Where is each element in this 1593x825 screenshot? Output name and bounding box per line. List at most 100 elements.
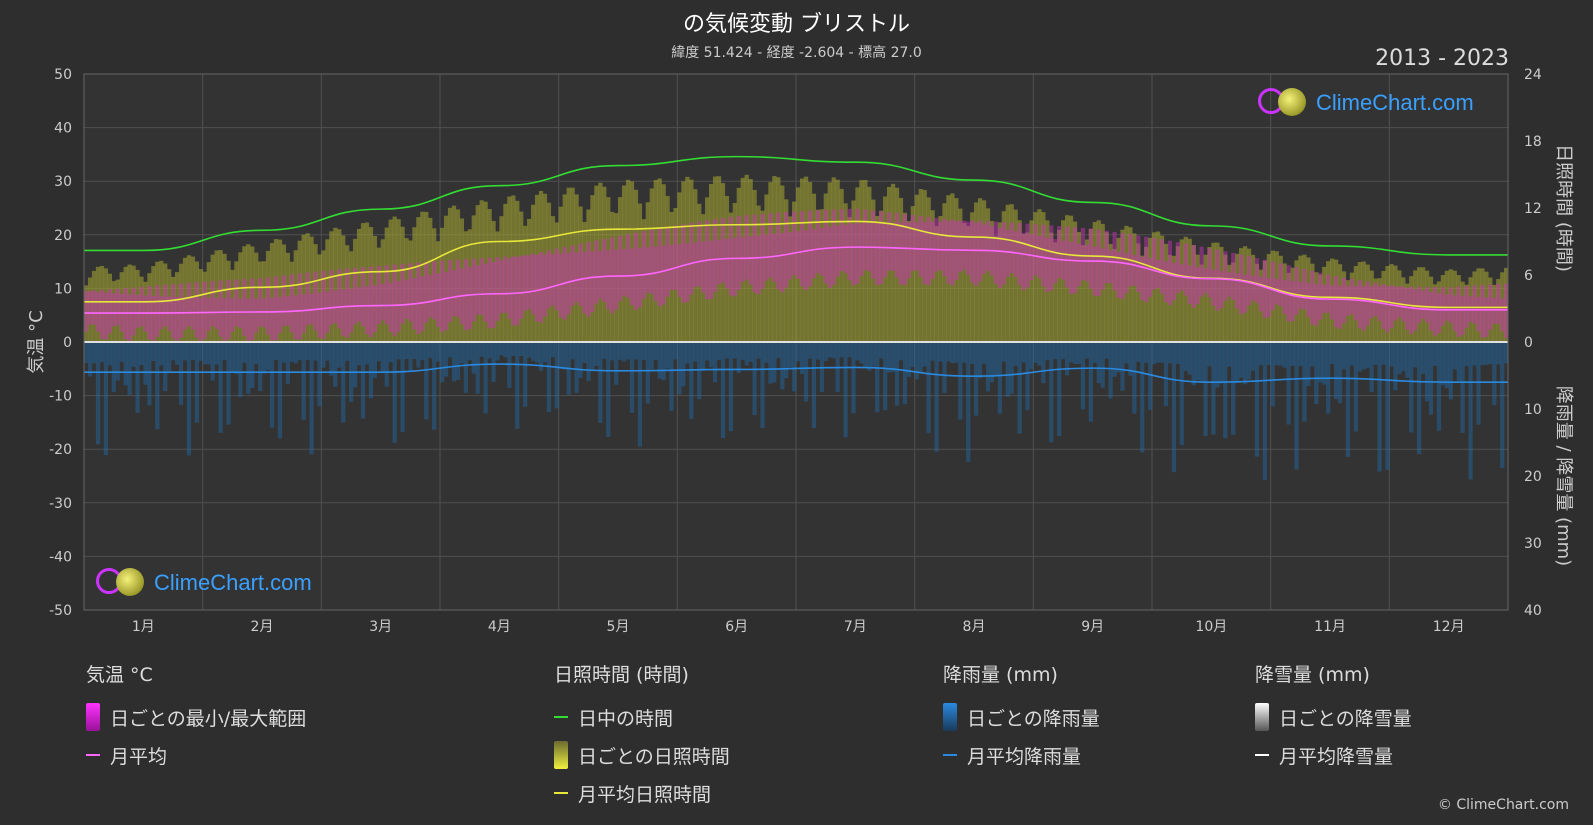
climechart-logo-icon [96,568,150,598]
temp-range-bar [258,278,263,327]
rain-daily-bar [772,342,777,383]
temp-range-bar [910,214,915,272]
rain-daily-bar [1112,342,1117,377]
rain-daily-bar [1239,342,1244,378]
copyright: © ClimeChart.com [1437,797,1569,813]
sunshine-daily-bar [1432,284,1438,342]
rain-daily-bar [301,342,306,420]
sunshine-daily-bar [1144,246,1149,342]
sunshine-daily-bar [1140,255,1145,342]
temp-range-bar [87,291,93,325]
temp-range-bar [329,270,334,325]
temp-range-bar [1440,287,1446,326]
temp-range-bar [898,222,904,285]
temp-range-bar [649,229,654,295]
rain-daily-bar [281,342,287,363]
sunshine-daily-bar [519,211,524,342]
sunshine-daily-bar [859,180,864,342]
rain-daily-bar [99,342,105,363]
temp-range-bar [218,280,223,337]
rain-daily-bar [313,342,318,361]
sunshine-daily-bar [1440,275,1446,342]
x-tick-label: 5月 [607,619,630,635]
sunshine-daily-bar [756,205,761,342]
sunshine-daily-bar [1341,271,1347,342]
rain-daily-bar [265,342,271,371]
sunshine-daily-bar [1345,280,1351,342]
sunshine-daily-bar [720,183,726,342]
sunshine-daily-bar [412,227,417,342]
rain-daily-bar [1405,342,1410,378]
x-tick-label: 8月 [963,619,986,635]
rain-daily-bar [859,342,864,364]
sunshine-daily-bar [1207,247,1212,342]
temp-range-bar [1373,282,1378,316]
temp-range-bar [653,246,658,302]
sunshine-daily-bar [602,186,607,342]
temp-range-bar [685,243,690,302]
temp-range-bar [1132,255,1137,286]
sunshine-daily-bar [997,222,1002,342]
rain-daily-bar [1136,342,1141,362]
rain-daily-bar [246,342,251,394]
temp-range-bar [527,255,532,309]
temp-range-bar [1155,259,1161,288]
rain-daily-bar [297,342,302,361]
sunshine-daily-bar [898,197,904,342]
rain-daily-bar [139,342,144,366]
temp-range-bar [610,237,615,314]
sunshine-daily-bar [1021,234,1026,342]
sunshine-daily-bar [598,182,603,342]
temp-range-bar [368,266,374,338]
sunshine-daily-bar [1037,209,1042,342]
y-left-tick-label: -20 [49,442,72,458]
temp-range-bar [1326,274,1331,313]
temp-range-bar [997,227,1002,289]
sunshine-daily-bar [843,203,848,342]
rain-daily-bar [262,342,267,374]
temp-range-bar [95,291,101,332]
sunshine-daily-bar [404,238,409,342]
sunshine-daily-bar [139,276,144,342]
rain-daily-bar [1480,342,1485,366]
sunshine-daily-bar [1175,246,1180,342]
sunshine-daily-bar [934,226,939,342]
sunshine-daily-bar [653,179,658,342]
temp-range-bar [250,278,255,341]
rain-daily-bar [103,342,109,456]
sunshine-daily-bar [1219,246,1224,342]
sunshine-daily-bar [364,222,370,342]
sunshine-daily-bar [1187,238,1192,342]
rain-daily-bar [1393,342,1398,391]
temp-range-bar [530,253,536,315]
temp-range-bar [103,292,109,340]
sunshine-daily-bar [131,265,136,342]
sunshine-daily-bar [958,208,963,342]
temp-range-bar [1195,267,1200,305]
temp-range-bar [1033,224,1038,276]
temp-range-bar [238,298,243,329]
rain-daily-bar [657,342,662,379]
year-range: 2013 - 2023 [1375,46,1509,71]
daylight-line [84,155,1508,256]
sunshine-daily-bar [1444,270,1449,342]
x-tick-label: 10月 [1195,619,1227,635]
rain-daily-bar [685,342,690,364]
legend-snow: 降雪量 (mm) 日ごとの降雪量 月平均降雪量 [1255,660,1412,774]
rain-daily-bar [542,342,548,363]
rain-daily-bar [788,342,793,368]
rain-daily-bar [934,342,939,452]
temp-range-bar [740,236,745,283]
temp-range-bar [799,211,805,287]
sunshine-daily-bar [1017,220,1022,342]
temp-range-bar [578,243,583,307]
sunshine-daily-bar [1045,220,1050,342]
rain-daily-bar [914,342,919,380]
sunshine-daily-bar [1053,242,1058,342]
temp-range-bar [970,220,975,283]
y-left-tick-label: 20 [54,228,72,244]
temp-range-bar [720,218,726,283]
sunshine-daily-bar [1100,223,1105,342]
sunshine-daily-bar [143,281,148,342]
temp-range-bar [645,247,650,293]
